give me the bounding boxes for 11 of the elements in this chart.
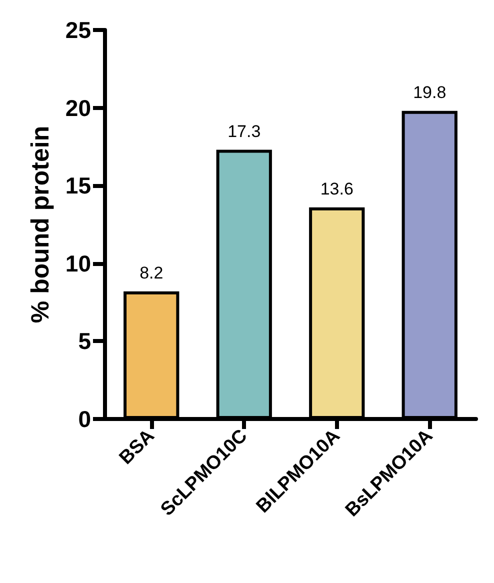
y-tick-label: 5 [78, 328, 92, 354]
y-tick-label: 15 [65, 172, 92, 199]
data-label: 17.3 [228, 122, 261, 141]
y-tick-label: 0 [78, 406, 91, 432]
y-tick-label: 20 [65, 94, 91, 121]
data-label: 19.8 [413, 82, 446, 102]
y-tick-label: 10 [65, 250, 91, 276]
data-label: 13.6 [320, 179, 354, 198]
y-tick-label: 25 [65, 17, 92, 43]
y-axis-title: % bound protein [26, 126, 54, 324]
data-label: 8.2 [140, 263, 164, 282]
